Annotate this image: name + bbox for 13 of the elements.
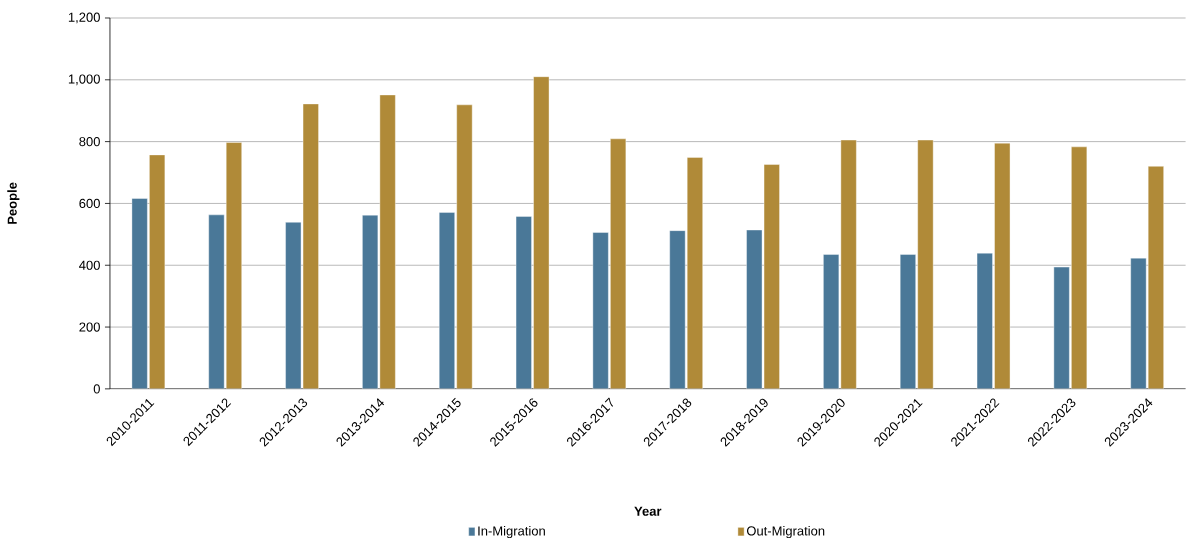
- y-tick-label: 600: [79, 198, 100, 209]
- y-tick-label: 1,200: [68, 12, 100, 24]
- y-tick-label: 1,000: [68, 74, 100, 86]
- x-axis-title: Year: [634, 506, 662, 516]
- legend-label: Out-Migration: [746, 526, 825, 539]
- y-axis-title: People: [7, 182, 20, 224]
- legend-label: In-Migration: [478, 526, 545, 539]
- y-tick-label: 200: [79, 322, 100, 332]
- bar: [1147, 166, 1164, 389]
- y-tick-label: 800: [79, 137, 100, 147]
- y-tick-label: 0: [93, 384, 100, 394]
- y-tick-label: 400: [79, 260, 100, 270]
- bar: [1130, 258, 1147, 389]
